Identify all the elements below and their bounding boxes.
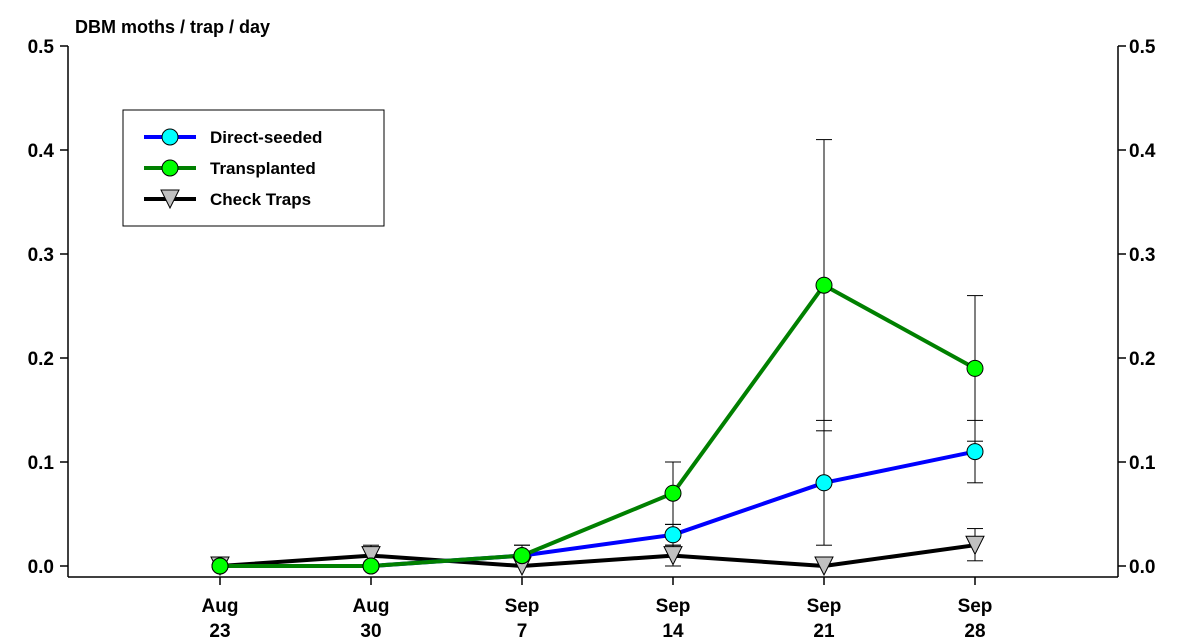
legend-label: Direct-seeded [210, 128, 322, 147]
x-tick-label-month: Aug [353, 596, 390, 617]
y-tick-label-right: 0.2 [1129, 349, 1155, 370]
data-point-marker [664, 484, 682, 502]
axes [67, 46, 1119, 578]
y-tick-label-left: 0.2 [28, 349, 54, 370]
x-tick-label-day: 30 [360, 621, 381, 642]
data-point-marker [161, 128, 179, 146]
x-tick-label-month: Aug [202, 596, 239, 617]
series-line [219, 543, 976, 568]
y-tick-label-left: 0.3 [28, 245, 54, 266]
x-tick-label-day: 23 [209, 621, 230, 642]
tick-layer: 0.0 0.0 0.1 0.1 0.2 0.2 0.3 0.3 0.4 0.4 0.5 0.5 Aug 2… [28, 37, 1156, 642]
series-line [220, 283, 976, 568]
y-tick-label-left: 0.5 [28, 37, 55, 58]
y-tick-label-right: 0.0 [1129, 557, 1155, 578]
error-bars-1 [514, 139, 983, 567]
y-tick-label-right: 0.4 [1129, 141, 1156, 162]
y-axis-title: DBM moths / trap / day [75, 17, 270, 37]
series-markers [211, 276, 984, 575]
x-tick-label-month: Sep [807, 596, 842, 617]
data-point-marker [513, 547, 531, 565]
x-tick-label-month: Sep [656, 596, 691, 617]
data-point-marker [161, 159, 179, 177]
data-point-marker [211, 557, 229, 575]
y-tick-label-left: 0.4 [28, 141, 55, 162]
data-point-marker [664, 526, 682, 544]
data-point-marker [160, 189, 180, 210]
error-bars-0 [514, 419, 983, 567]
x-tick-label-month: Sep [958, 596, 993, 617]
y-tick-label-right: 0.1 [1129, 453, 1156, 474]
y-tick-label-left: 0.1 [28, 453, 55, 474]
series-layer [210, 139, 985, 577]
x-tick-label-day: 21 [813, 621, 835, 642]
data-point-marker [815, 276, 833, 294]
legend: Direct-seeded Transplanted Check Traps [122, 109, 385, 227]
y-tick-label-right: 0.3 [1129, 245, 1155, 266]
series-markers [210, 535, 985, 577]
data-point-marker [814, 556, 834, 577]
data-point-marker [362, 557, 380, 575]
x-tick-label-day: 14 [662, 621, 684, 642]
y-tick-label-right: 0.5 [1129, 37, 1156, 58]
data-point-marker [361, 546, 381, 566]
x-tick-label-month: Sep [505, 596, 540, 617]
legend-label: Check Traps [210, 190, 311, 209]
data-point-marker [663, 546, 683, 566]
series-line [220, 449, 976, 568]
x-tick-label-day: 7 [517, 621, 528, 642]
data-point-marker [815, 474, 833, 492]
series-markers [211, 443, 984, 575]
data-point-marker [965, 535, 985, 556]
x-tick-label-day: 28 [964, 621, 985, 642]
y-tick-label-left: 0.0 [28, 557, 54, 578]
data-point-marker [966, 443, 984, 461]
data-point-marker [966, 359, 984, 377]
legend-label: Transplanted [210, 159, 316, 178]
